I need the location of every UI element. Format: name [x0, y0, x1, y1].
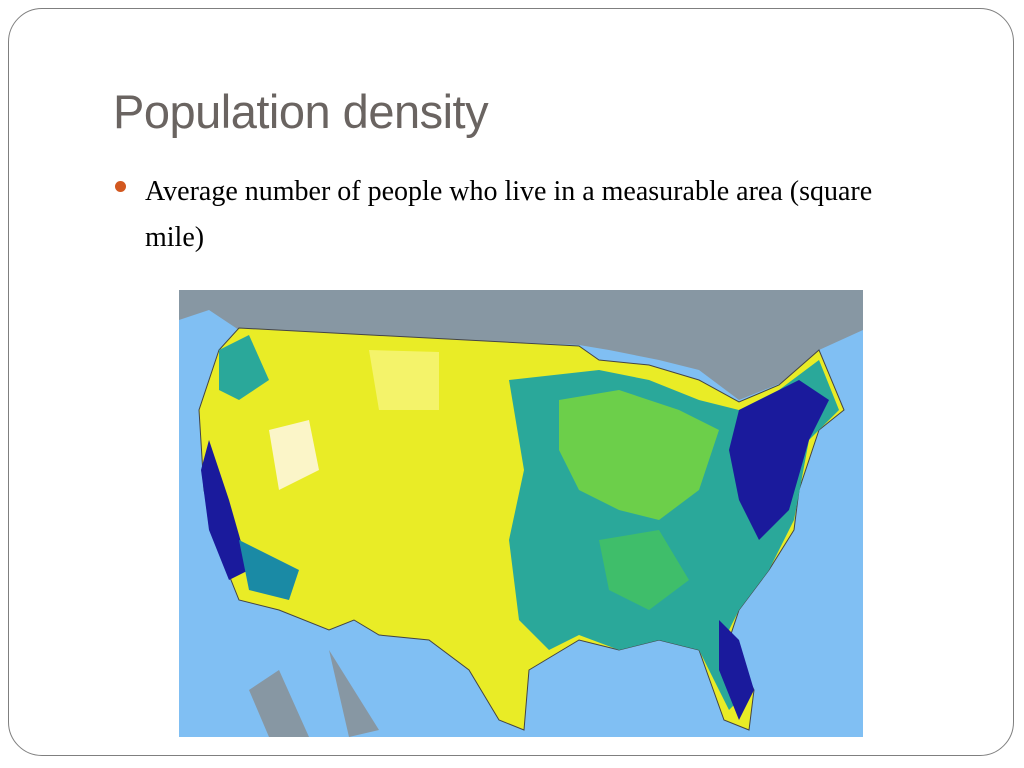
bullet-marker — [115, 181, 126, 192]
slide-frame — [8, 8, 1014, 756]
bullet-text: Average number of people who live in a m… — [145, 176, 873, 253]
slide-title: Population density — [113, 85, 489, 138]
population-density-map — [179, 290, 863, 737]
